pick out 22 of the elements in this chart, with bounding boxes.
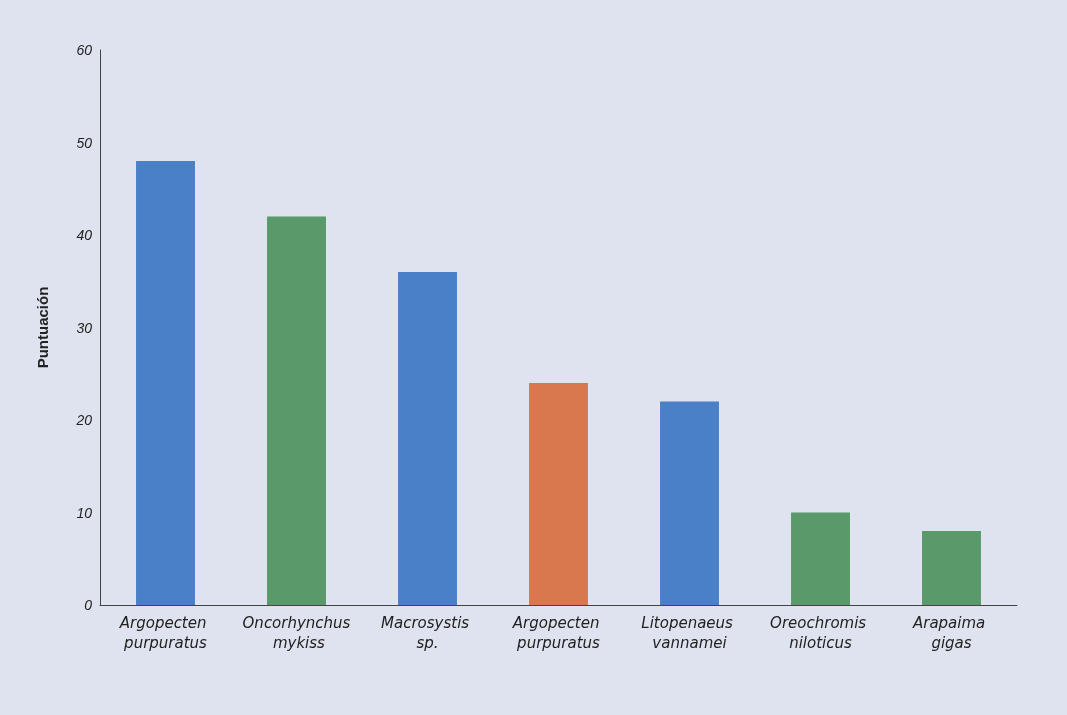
y-tick-label: 40 <box>76 227 93 243</box>
x-tick-label: Macrosystis sp. <box>381 614 474 652</box>
x-tick-label: Oncorhynchus mykiss <box>242 614 351 652</box>
x-tick-label: Argopecten purpuratus <box>118 614 212 652</box>
bar <box>660 401 719 605</box>
bar <box>529 383 588 605</box>
y-tick-label: 60 <box>76 42 93 58</box>
y-tick-label: 20 <box>75 412 93 428</box>
x-tick-label: Arapaima gigas <box>911 614 991 652</box>
x-tick-label: Oreochromis niloticus <box>770 614 871 652</box>
x-tick-label: Argopecten purpuratus <box>511 614 605 652</box>
bar <box>136 161 195 605</box>
y-tick-label: 50 <box>76 134 93 151</box>
y-tick-label: 30 <box>76 319 93 336</box>
y-tick-label: 10 <box>76 504 93 521</box>
y-axis-title: Puntuación <box>34 286 51 369</box>
y-tick-label: 0 <box>84 597 93 613</box>
bar <box>267 216 326 605</box>
x-tick-label: Litopenaeus vannamei <box>641 614 738 652</box>
bar <box>922 531 981 605</box>
bar <box>398 272 457 605</box>
bar <box>791 512 850 605</box>
